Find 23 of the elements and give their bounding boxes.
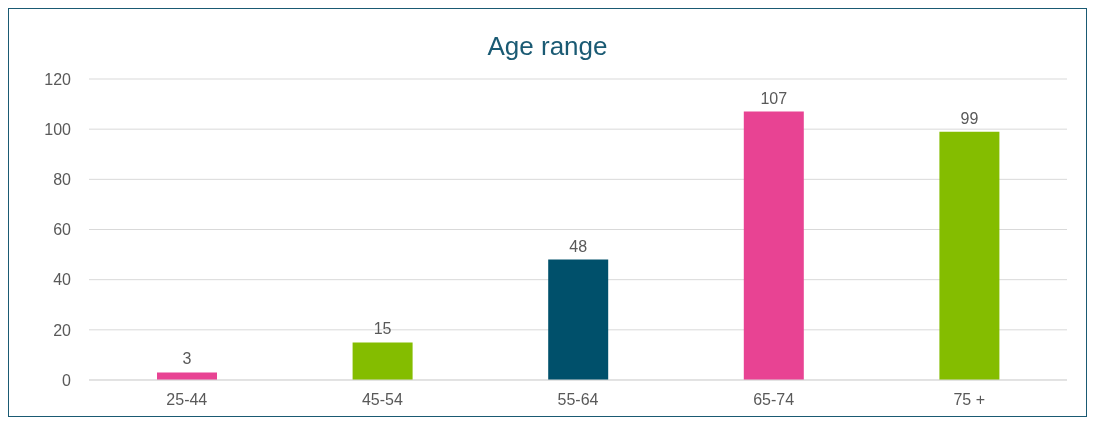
data-label: 99 — [960, 109, 979, 127]
data-label: 48 — [569, 237, 588, 255]
bar — [939, 131, 1000, 380]
data-label: 3 — [182, 350, 192, 368]
data-label: 107 — [760, 89, 788, 107]
bar — [352, 342, 413, 380]
data-label: 15 — [373, 320, 392, 338]
x-tick-label: 25-44 — [166, 391, 208, 409]
y-tick-label: 20 — [53, 321, 72, 339]
y-tick-label: 120 — [44, 70, 72, 88]
x-tick-label: 45-54 — [361, 391, 403, 409]
x-tick-label: 75 + — [953, 391, 985, 409]
chart-title: Age range — [486, 31, 609, 62]
y-tick-label: 0 — [62, 371, 72, 389]
bar — [157, 372, 217, 380]
x-tick-label: 65-74 — [753, 391, 795, 409]
bar — [743, 111, 804, 380]
bar — [548, 259, 609, 380]
y-tick-label: 60 — [53, 221, 72, 239]
y-tick-label: 100 — [44, 120, 72, 138]
x-tick-label: 55-64 — [557, 391, 599, 409]
y-tick-label: 40 — [53, 271, 72, 289]
y-tick-label: 80 — [53, 171, 72, 189]
